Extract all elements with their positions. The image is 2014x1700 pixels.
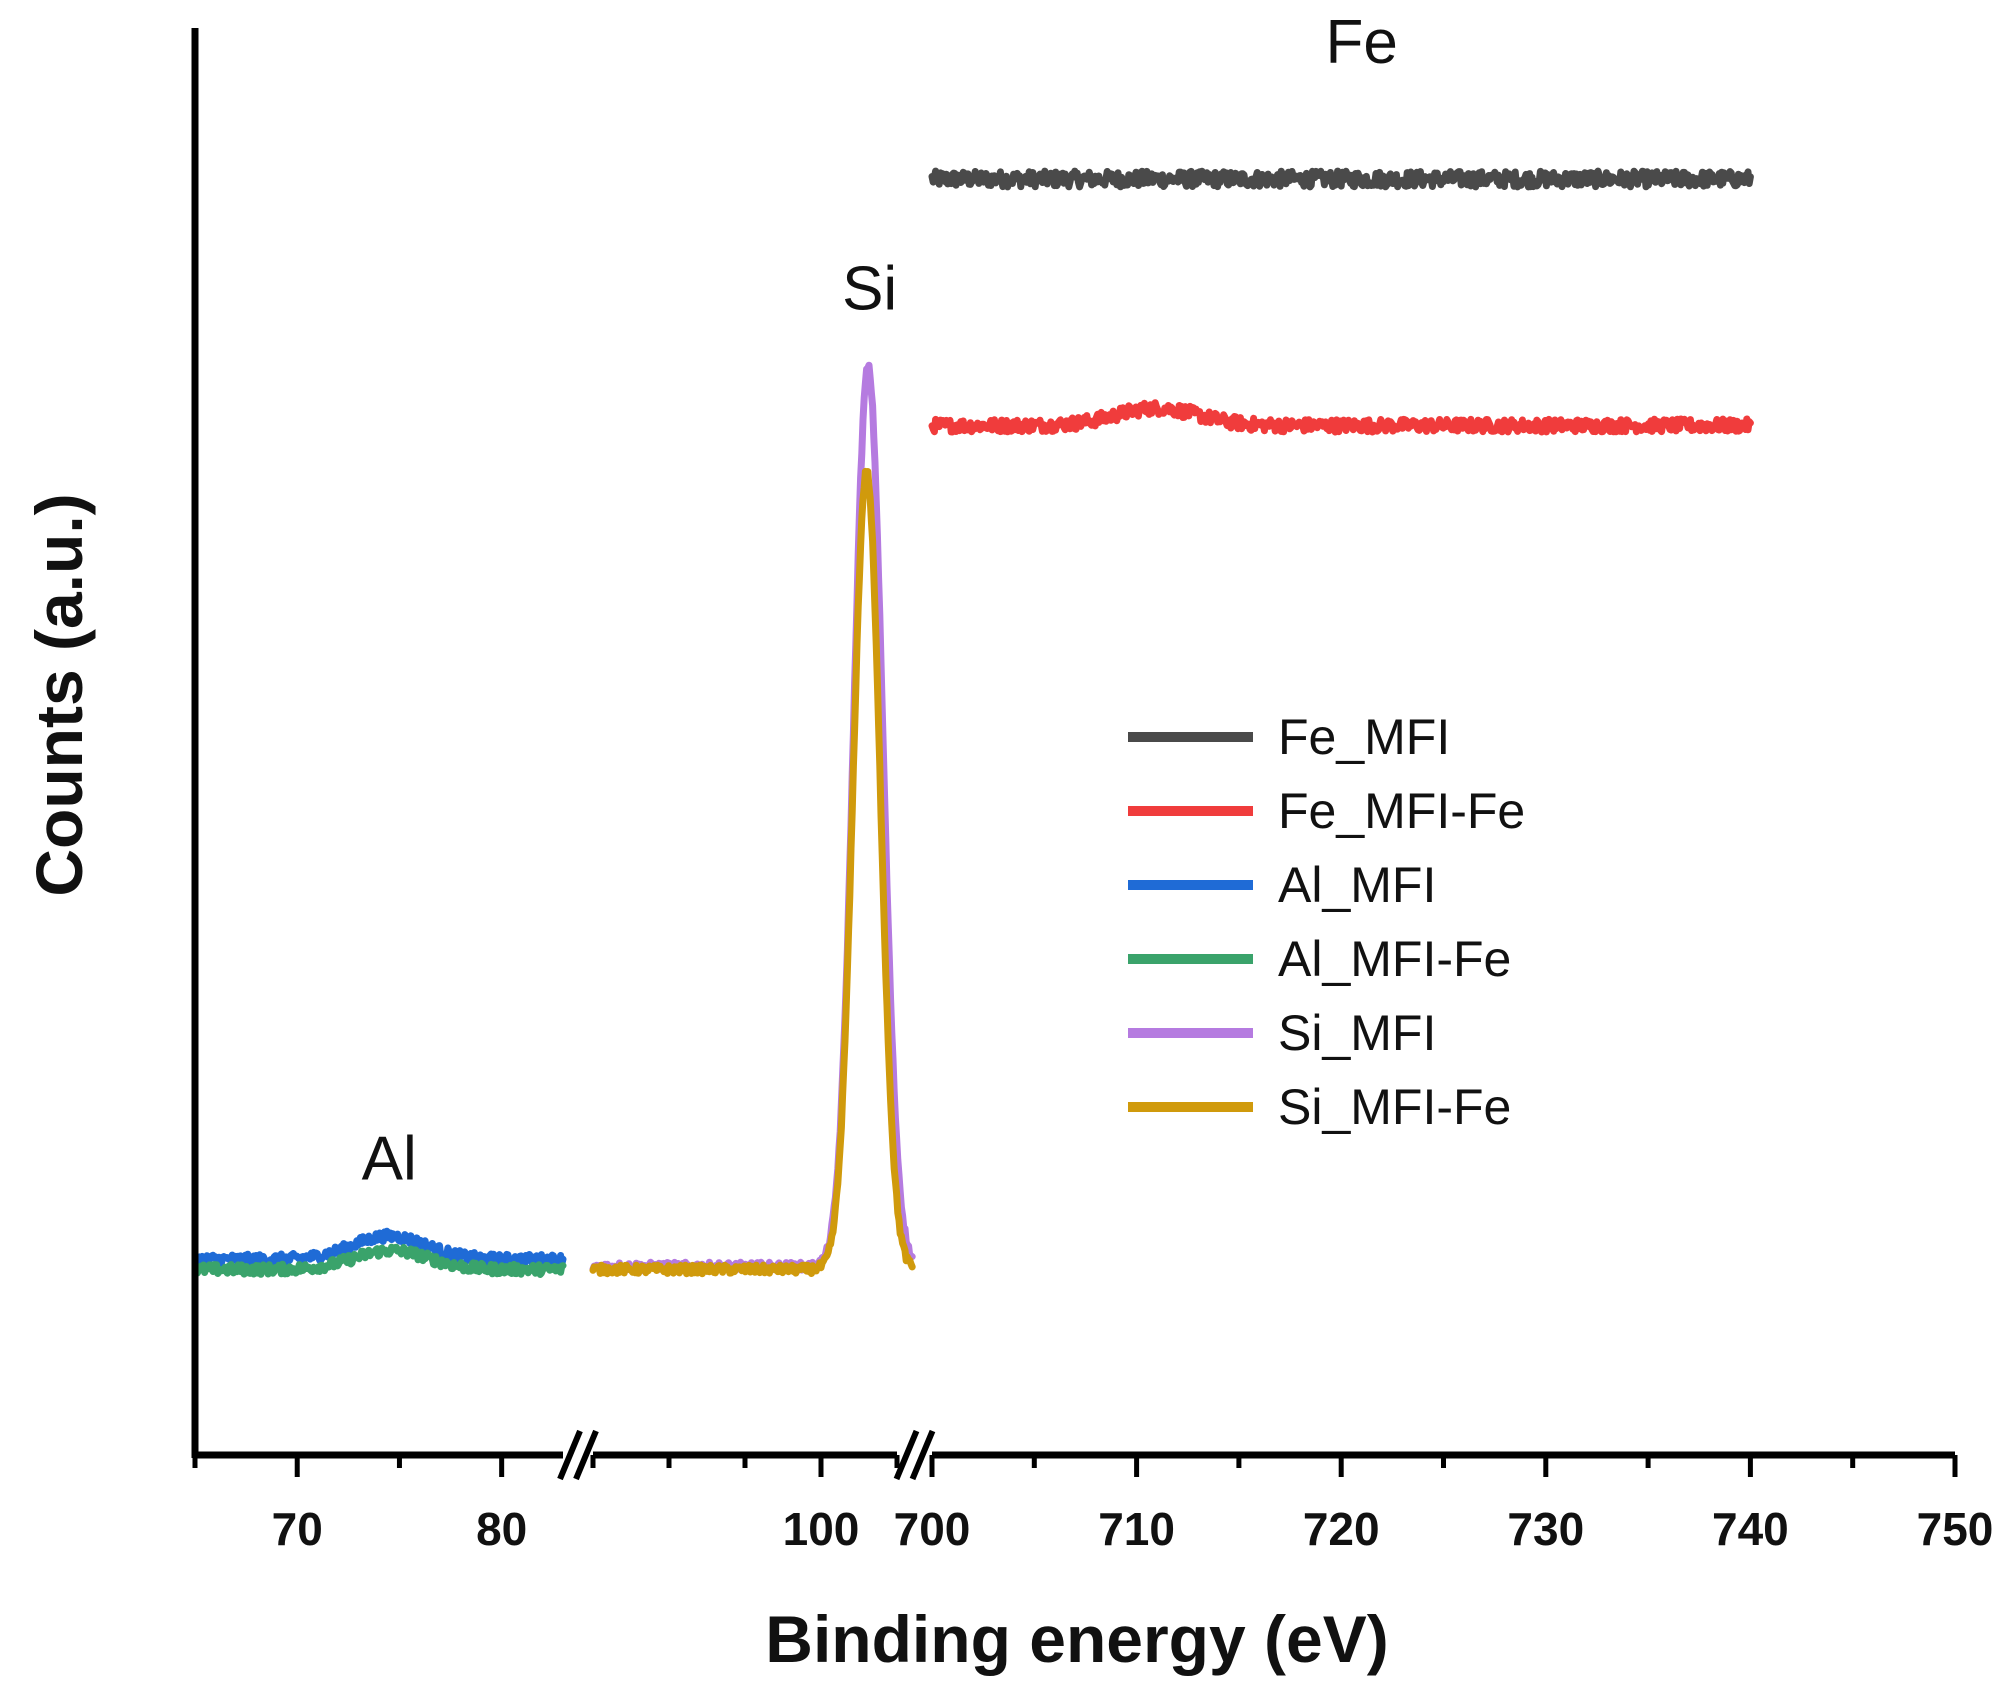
legend-label: Si_MFI-Fe xyxy=(1278,1079,1511,1135)
x-tick-label: 710 xyxy=(1098,1503,1175,1555)
axis-break-mark xyxy=(573,1429,599,1481)
legend-label: Fe_MFI xyxy=(1278,709,1450,765)
x-tick-label: 720 xyxy=(1303,1503,1380,1555)
series-line-al-mfi xyxy=(191,1227,567,1268)
peak-annotation-si: Si xyxy=(842,255,897,324)
x-tick-label: 750 xyxy=(1917,1503,1994,1555)
legend-label: Si_MFI xyxy=(1278,1005,1436,1061)
legend: Fe_MFI Fe_MFI-Fe Al_MFI Al_MFI-Fe Si_MFI Si_M… xyxy=(1128,709,1525,1135)
annotations: Al Si Fe xyxy=(362,8,1398,1194)
plot-series xyxy=(191,167,1754,1278)
x-tick-label: 730 xyxy=(1507,1503,1584,1555)
axes: 70 80 100 700 710 720 730 740 750 xyxy=(191,28,1994,1555)
y-axis-title: Counts (a.u.) xyxy=(22,493,96,896)
legend-label: Fe_MFI-Fe xyxy=(1278,783,1525,839)
series-line-al-mfi-fe xyxy=(191,1243,567,1278)
peak-annotation-fe: Fe xyxy=(1325,8,1397,77)
legend-label: Al_MFI xyxy=(1278,857,1436,913)
axis-break-mark xyxy=(909,1429,936,1481)
series-line-fe-mfi-fe xyxy=(928,399,1754,436)
x-tick-label: 700 xyxy=(894,1503,971,1555)
x-tick-label: 70 xyxy=(272,1503,323,1555)
axis-break-mark xyxy=(557,1429,583,1481)
series-line-si-mfi-fe xyxy=(589,467,916,1278)
axis-break-mark xyxy=(893,1429,920,1481)
x-tick-label: 80 xyxy=(476,1503,527,1555)
series-line-fe-mfi xyxy=(928,167,1754,191)
x-axis-title: Binding energy (eV) xyxy=(765,1602,1388,1676)
legend-label: Al_MFI-Fe xyxy=(1278,931,1511,987)
x-tick-label: 740 xyxy=(1712,1503,1789,1555)
x-tick-label: 100 xyxy=(783,1503,860,1555)
peak-annotation-al: Al xyxy=(362,1125,417,1194)
